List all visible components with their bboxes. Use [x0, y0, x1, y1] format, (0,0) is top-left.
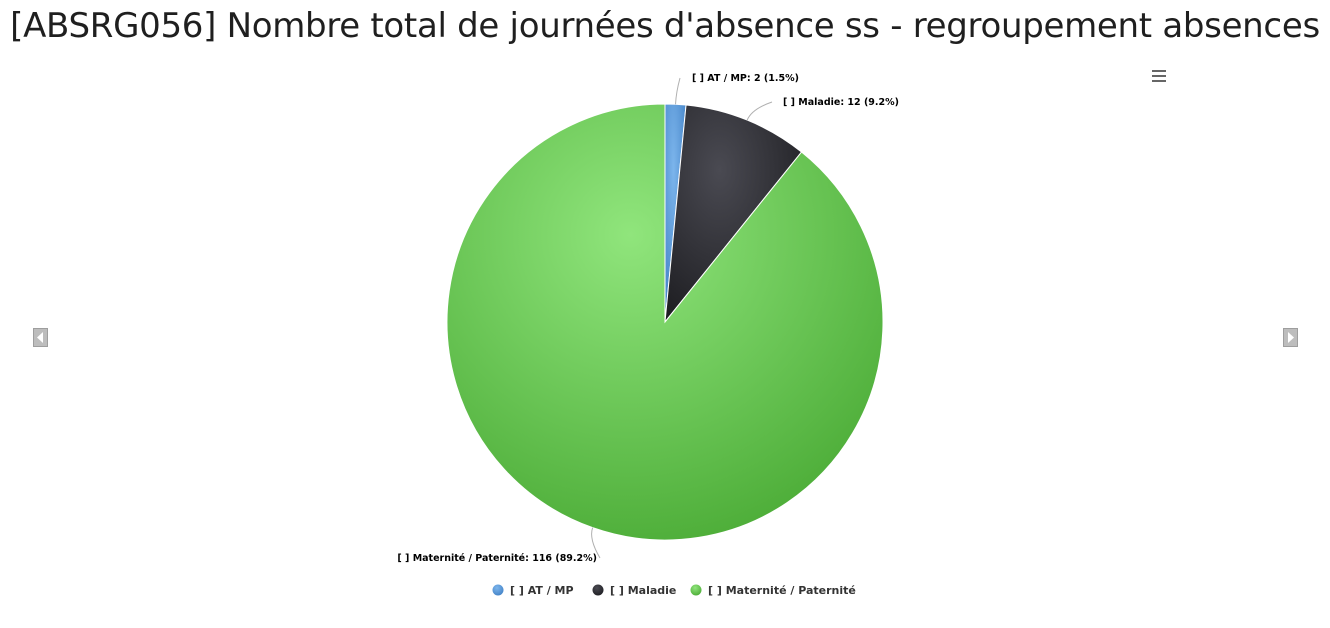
- legend-marker: [592, 584, 604, 596]
- label-connector: [591, 527, 601, 559]
- legend-item[interactable]: [ ] Maternité / Paternité: [690, 584, 856, 597]
- legend-label: [ ] Maternité / Paternité: [708, 584, 856, 597]
- hamburger-menu-icon[interactable]: [1148, 66, 1170, 86]
- chevron-left-icon[interactable]: [33, 328, 48, 347]
- slice-data-label: [ ] AT / MP: 2 (1.5%): [692, 73, 799, 84]
- label-connector: [746, 101, 773, 121]
- legend-label: [ ] AT / MP: [510, 584, 574, 597]
- label-connector: [675, 77, 681, 105]
- legend-marker: [690, 584, 702, 596]
- legend-item[interactable]: [ ] AT / MP: [492, 584, 574, 597]
- legend-marker: [492, 584, 504, 596]
- slice-data-label: [ ] Maternité / Paternité: 116 (89.2%): [397, 553, 597, 564]
- legend-item[interactable]: [ ] Maladie: [592, 584, 677, 597]
- pie-slice[interactable]: [446, 103, 884, 541]
- pie-slice[interactable]: [664, 104, 803, 324]
- legend-label: [ ] Maladie: [610, 584, 676, 597]
- page-title: [ABSRG056] Nombre total de journées d'ab…: [10, 6, 1320, 46]
- chevron-right-icon[interactable]: [1283, 328, 1298, 347]
- slice-data-label: [ ] Maladie: 12 (9.2%): [783, 97, 899, 108]
